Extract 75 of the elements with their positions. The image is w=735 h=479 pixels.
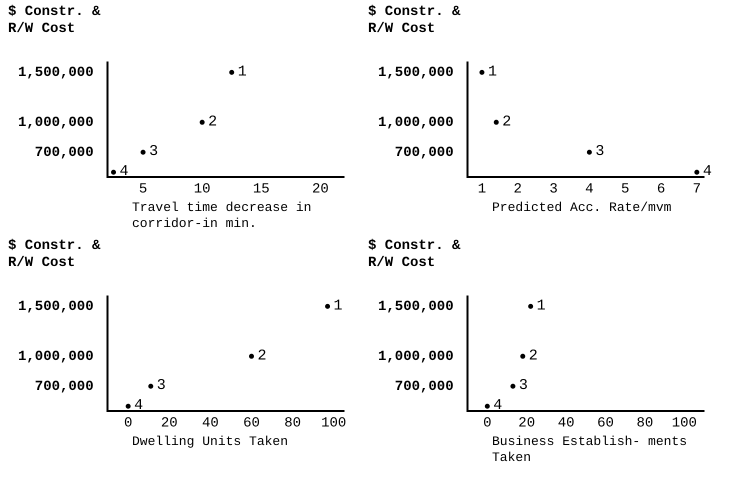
x-tick-label: 2 [514, 181, 522, 198]
point [126, 404, 131, 409]
x-tick-label: 40 [202, 415, 219, 432]
x-tick-label: 0 [124, 415, 132, 432]
x-tick-label: 100 [672, 415, 697, 432]
annotation: 3 [595, 143, 604, 160]
annotation: 3 [518, 377, 528, 394]
annotation: 2 [502, 113, 512, 130]
point [229, 70, 234, 75]
annotation: 4 [120, 163, 129, 180]
y-axis-title: $ Constr. & R/W Cost [368, 4, 462, 39]
point [325, 304, 330, 309]
annotation: 4 [493, 397, 502, 414]
annotation: 1 [334, 297, 343, 314]
x-tick-label: 40 [558, 415, 575, 432]
annotation: 1 [488, 63, 497, 80]
annotation: 1 [536, 297, 546, 314]
y-tick-label: 1,500,000 [378, 298, 454, 315]
y-tick-label: 1,500,000 [18, 64, 94, 81]
x-axis-title: Business Establish- ments Taken [492, 434, 688, 466]
annotation: 2 [528, 347, 538, 364]
annotation: 4 [702, 163, 712, 180]
point [520, 354, 526, 359]
point [140, 150, 146, 155]
annotation: 2 [258, 347, 267, 364]
point [510, 384, 516, 389]
y-tick-label: 1,500,000 [378, 64, 454, 81]
point [586, 150, 592, 155]
x-tick-label: 60 [243, 415, 260, 432]
y-tick-label: 1,000,000 [378, 348, 454, 365]
y-axis-title: $ Constr. & R/W Cost [8, 4, 102, 39]
annotation: 3 [149, 143, 158, 160]
point [479, 70, 484, 75]
x-tick-label: 20 [312, 181, 329, 198]
x-tick-label: 5 [138, 181, 148, 198]
y-tick-label: 1,000,000 [18, 114, 94, 131]
point [200, 120, 205, 125]
x-tick-label: 20 [518, 415, 536, 432]
point [111, 170, 116, 175]
point [148, 384, 154, 389]
x-tick-label: 10 [194, 181, 211, 198]
y-tick-label: 1,000,000 [378, 114, 454, 131]
y-axis-title: $ Constr. & R/W Cost [8, 238, 102, 273]
x-tick-label: 1 [478, 181, 486, 198]
point [528, 304, 534, 309]
y-tick-label: 700,000 [34, 144, 94, 161]
x-axis-title: Predicted Acc. Rate/mvm [492, 200, 672, 216]
annotation: 2 [208, 113, 218, 130]
annotation: 1 [238, 63, 247, 80]
x-tick-label: 0 [483, 415, 492, 432]
x-tick-label: 6 [656, 181, 666, 198]
annotation: 3 [156, 377, 166, 394]
annotation: 4 [134, 397, 144, 414]
x-axis-title: Travel time decrease in corridor-in min. [132, 200, 312, 232]
point [694, 170, 700, 175]
y-axis-title: $ Constr. & R/W Cost [368, 238, 462, 273]
x-tick-label: 7 [692, 181, 702, 198]
x-tick-label: 80 [636, 415, 654, 432]
x-tick-label: 60 [597, 415, 614, 432]
x-axis-title: Dwelling Units Taken [132, 434, 290, 450]
x-tick-label: 100 [321, 415, 346, 432]
x-tick-label: 15 [252, 181, 270, 198]
y-tick-label: 700,000 [34, 378, 94, 395]
y-tick-label: 700,000 [394, 378, 454, 395]
point [249, 354, 254, 359]
x-tick-label: 20 [160, 415, 178, 432]
x-tick-label: 4 [585, 181, 594, 198]
x-tick-label: 5 [621, 181, 630, 198]
point [484, 404, 490, 409]
x-tick-label: 80 [284, 415, 302, 432]
y-tick-label: 1,500,000 [18, 298, 94, 315]
point [494, 120, 499, 125]
x-tick-label: 3 [549, 181, 558, 198]
y-tick-label: 1,000,000 [18, 348, 94, 365]
y-tick-label: 700,000 [394, 144, 454, 161]
